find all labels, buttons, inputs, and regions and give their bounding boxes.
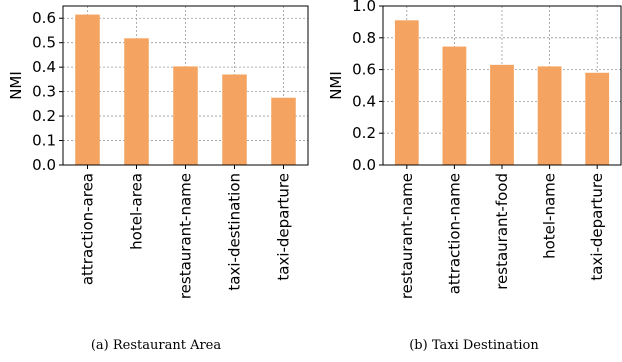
- y-tick-label: 0.6: [32, 9, 56, 27]
- x-tick-label: hotel-name: [541, 173, 559, 259]
- bar-attraction-name: [442, 46, 467, 165]
- bar-taxi-departure: [585, 72, 610, 165]
- chart-panel-2: 0.0 0.2 0.4 0.6 0.8 1.0 restaurant-name attract…: [327, 0, 622, 353]
- y-tick-label: 1.0: [352, 0, 376, 15]
- y-tick-label: 0.1: [32, 132, 56, 150]
- x-tick-label: taxi-departure: [275, 173, 293, 281]
- x-tick-label: restaurant-name: [398, 173, 416, 299]
- y-tick-label: 0.4: [352, 92, 376, 110]
- y-tick-label: 0.3: [32, 83, 56, 101]
- subfigure-caption: (a) Restaurant Area: [91, 338, 222, 353]
- bar-restaurant-food: [490, 64, 514, 165]
- bar-taxi-departure: [271, 97, 296, 165]
- x-tick-label: attraction-area: [79, 173, 97, 285]
- y-tick-label: 0.5: [32, 34, 56, 52]
- y-axis-label: NMI: [327, 71, 345, 100]
- bar-taxi-destination: [222, 74, 247, 165]
- y-tick-label: 0.6: [352, 61, 376, 79]
- x-tick-label: attraction-name: [445, 173, 463, 294]
- y-axis-label: NMI: [7, 71, 25, 100]
- bar-attraction-area: [75, 14, 100, 165]
- bar-restaurant-name: [394, 20, 419, 166]
- y-tick-label: 0.2: [352, 124, 376, 142]
- x-tick-label: taxi-destination: [226, 173, 244, 291]
- x-tick-label: taxi-departure: [588, 173, 606, 281]
- chart-panel-1: 0.0 0.1 0.2 0.3 0.4 0.5 0.6 attraction-area hote…: [7, 5, 309, 353]
- y-tick-label: 0.4: [32, 58, 56, 76]
- x-tick-label: restaurant-food: [493, 173, 511, 290]
- x-tick-label: restaurant-name: [177, 173, 195, 299]
- subfigure-caption: (b) Taxi Destination: [409, 338, 539, 353]
- y-tick-label: 0.8: [352, 29, 376, 47]
- y-tick-label: 0.0: [352, 156, 376, 174]
- y-tick-label: 0.2: [32, 107, 56, 125]
- bar-hotel-name: [537, 66, 562, 165]
- bar-restaurant-name: [173, 66, 198, 165]
- y-tick-label: 0.0: [32, 156, 56, 174]
- bar-hotel-area: [124, 38, 149, 165]
- x-tick-label: hotel-area: [128, 173, 146, 250]
